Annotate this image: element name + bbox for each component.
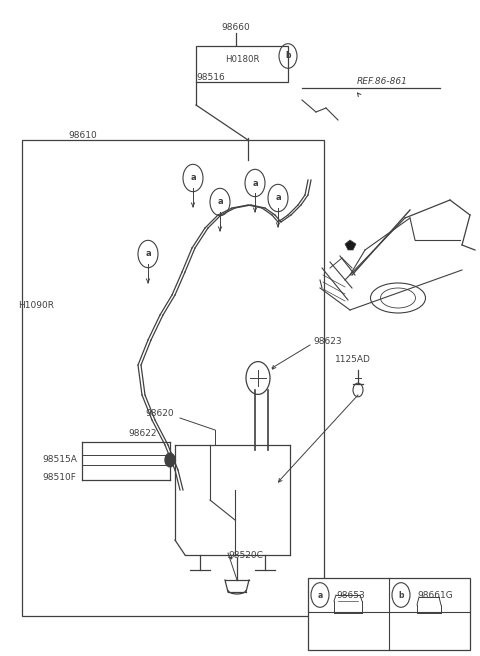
- Text: 98653: 98653: [336, 590, 365, 600]
- Text: 98622: 98622: [128, 428, 156, 438]
- Text: a: a: [190, 173, 196, 182]
- Text: a: a: [252, 178, 258, 188]
- Text: a: a: [217, 197, 223, 207]
- Text: b: b: [285, 52, 291, 60]
- Text: a: a: [317, 590, 323, 600]
- Text: H1090R: H1090R: [18, 300, 54, 310]
- Text: H0180R: H0180R: [225, 56, 259, 64]
- Polygon shape: [345, 240, 356, 250]
- Bar: [196, 46, 288, 82]
- Circle shape: [165, 453, 175, 467]
- Text: 98520C: 98520C: [228, 550, 263, 560]
- Text: 98610: 98610: [68, 131, 97, 140]
- Text: 98623: 98623: [313, 337, 342, 346]
- Text: a: a: [275, 194, 281, 203]
- Text: 98516: 98516: [196, 73, 225, 83]
- Text: 98661G: 98661G: [417, 590, 453, 600]
- Text: 98620: 98620: [145, 409, 174, 417]
- Text: 98515A: 98515A: [42, 455, 77, 464]
- Text: 98510F: 98510F: [42, 474, 76, 483]
- Text: 98660: 98660: [222, 22, 251, 31]
- Bar: [308, 578, 470, 650]
- Text: b: b: [398, 590, 404, 600]
- Bar: [22, 140, 324, 616]
- Text: a: a: [145, 249, 151, 258]
- Text: REF.86-861: REF.86-861: [357, 77, 408, 87]
- Text: 1125AD: 1125AD: [335, 356, 371, 365]
